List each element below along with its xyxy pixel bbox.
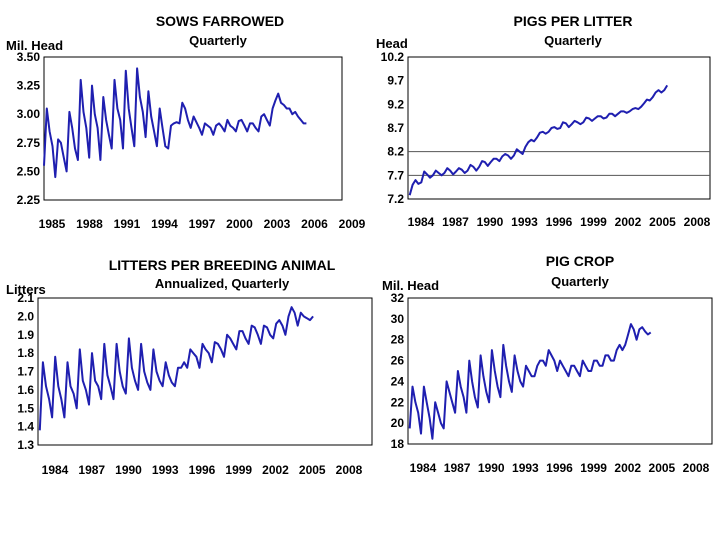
x-tick-label: 2000 <box>226 217 253 231</box>
chart-title: LITTERS PER BREEDING ANIMAL <box>109 257 336 273</box>
chart-subtitle: Annualized, Quarterly <box>155 276 290 291</box>
y-tick-label: 20 <box>391 416 405 430</box>
x-tick-label: 1993 <box>152 463 179 477</box>
x-tick-label: 1997 <box>189 217 216 231</box>
y-tick-label: 28 <box>391 333 405 347</box>
y-tick-label: 1.4 <box>17 420 34 434</box>
y-tick-labels: 10.2 9.7 9.2 8.7 8.2 7.7 7.2 <box>381 50 405 206</box>
y-tick-label: 9.7 <box>387 74 404 88</box>
x-tick-label: 1984 <box>408 215 435 229</box>
chart-title: PIGS PER LITTER <box>513 13 632 29</box>
y-tick-label: 30 <box>391 312 405 326</box>
y-tick-labels: 3.50 3.25 3.00 2.75 2.50 2.25 <box>17 50 41 207</box>
chart-title: PIG CROP <box>546 253 614 269</box>
data-line <box>408 323 652 440</box>
y-tick-label: 26 <box>391 354 405 368</box>
x-tick-label: 1990 <box>478 461 505 475</box>
y-tick-label: 24 <box>391 374 405 388</box>
x-tick-label: 1999 <box>580 215 607 229</box>
y-tick-label: 7.2 <box>387 192 404 206</box>
data-line <box>38 306 314 431</box>
chart-subtitle: Quarterly <box>189 33 248 48</box>
x-tick-label: 1993 <box>512 461 539 475</box>
x-tick-label: 2005 <box>299 463 326 477</box>
reference-lines <box>408 151 710 176</box>
x-tick-label: 1999 <box>580 461 607 475</box>
x-tick-labels: 1985 1988 1991 1994 1997 2000 2003 2006 2009 <box>39 217 366 231</box>
plot-frame <box>407 297 713 445</box>
chart-subtitle: Quarterly <box>544 33 603 48</box>
y-axis-label: Litters <box>6 282 46 297</box>
y-tick-label: 2.0 <box>17 309 34 323</box>
chart-subtitle: Quarterly <box>551 274 610 289</box>
x-tick-label: 1993 <box>511 215 538 229</box>
y-tick-label: 1.5 <box>17 401 34 415</box>
x-tick-label: 1987 <box>444 461 471 475</box>
x-tick-label: 2008 <box>684 215 711 229</box>
y-axis-label: Mil. Head <box>382 278 439 293</box>
y-tick-label: 2.50 <box>17 164 41 178</box>
y-axis-label: Mil. Head <box>6 38 63 53</box>
y-tick-label: 10.2 <box>381 50 405 64</box>
data-line <box>408 84 669 196</box>
pigs-per-litter-chart: PIGS PER LITTER Quarterly Head 10.2 9.7 9.… <box>376 13 711 229</box>
x-tick-label: 2002 <box>615 215 642 229</box>
x-tick-label: 2005 <box>649 215 676 229</box>
x-tick-label: 1984 <box>42 463 69 477</box>
x-tick-label: 1994 <box>151 217 178 231</box>
x-tick-label: 2003 <box>264 217 291 231</box>
y-tick-label: 2.25 <box>17 193 41 207</box>
x-tick-label: 1990 <box>477 215 504 229</box>
y-axis-label: Head <box>376 36 408 51</box>
sows-farrowed-chart: SOWS FARROWED Quarterly Mil. Head 3.503.… <box>6 13 366 231</box>
x-tick-label: 1988 <box>76 217 103 231</box>
y-tick-label: 1.9 <box>17 328 34 342</box>
x-tick-label: 1987 <box>78 463 105 477</box>
y-tick-labels: 32 30 28 26 24 22 20 18 <box>391 291 405 451</box>
y-tick-label: 18 <box>391 437 405 451</box>
x-tick-label: 1991 <box>114 217 141 231</box>
y-tick-label: 1.7 <box>17 365 34 379</box>
y-tick-label: 3.25 <box>17 79 41 93</box>
chart-title: SOWS FARROWED <box>156 13 284 29</box>
x-tick-label: 1999 <box>225 463 252 477</box>
y-tick-label: 32 <box>391 291 405 305</box>
y-tick-label: 8.2 <box>387 145 404 159</box>
x-tick-label: 1985 <box>39 217 66 231</box>
plot-frame <box>37 297 373 446</box>
x-tick-label: 1996 <box>189 463 216 477</box>
x-tick-label: 2009 <box>339 217 366 231</box>
x-tick-label: 1987 <box>442 215 469 229</box>
x-tick-labels: 1984 1987 1990 1993 1996 1999 2002 2005 2008 <box>410 461 710 475</box>
x-tick-labels: 1984 1987 1990 1993 1996 1999 2002 2005 2008 <box>408 215 711 229</box>
x-tick-label: 1996 <box>546 215 573 229</box>
x-tick-label: 2006 <box>301 217 328 231</box>
x-tick-label: 2002 <box>262 463 289 477</box>
y-tick-label: 1.3 <box>17 438 34 452</box>
y-tick-label: 8.7 <box>387 121 404 135</box>
x-tick-label: 2002 <box>614 461 641 475</box>
y-tick-label: 3.50 <box>17 50 41 64</box>
x-tick-label: 2008 <box>683 461 710 475</box>
x-tick-label: 2005 <box>649 461 676 475</box>
pig-crop-chart: PIG CROP Quarterly Mil. Head 32 30 28 26 24 2… <box>382 253 713 475</box>
y-tick-label: 2.1 <box>17 291 34 305</box>
x-tick-label: 2008 <box>336 463 363 477</box>
x-tick-label: 1984 <box>410 461 437 475</box>
plot-frame <box>43 56 343 201</box>
litters-per-breeding-animal-chart: LITTERS PER BREEDING ANIMAL Annualized, … <box>6 257 373 477</box>
y-tick-label: 7.7 <box>387 168 404 182</box>
x-tick-labels: 1984 1987 1990 1993 1996 1999 2002 2005 2008 <box>42 463 363 477</box>
y-tick-label: 9.2 <box>387 97 404 111</box>
y-tick-label: 22 <box>391 395 405 409</box>
y-tick-label: 3.00 <box>17 107 41 121</box>
x-tick-label: 1996 <box>546 461 573 475</box>
data-line <box>43 67 307 179</box>
y-tick-labels: 2.1 2.0 1.9 1.8 1.7 1.6 1.5 1.4 1.3 <box>17 291 34 452</box>
x-tick-label: 1990 <box>115 463 142 477</box>
y-tick-label: 1.8 <box>17 346 34 360</box>
y-tick-label: 1.6 <box>17 383 34 397</box>
y-tick-label: 2.75 <box>17 136 41 150</box>
